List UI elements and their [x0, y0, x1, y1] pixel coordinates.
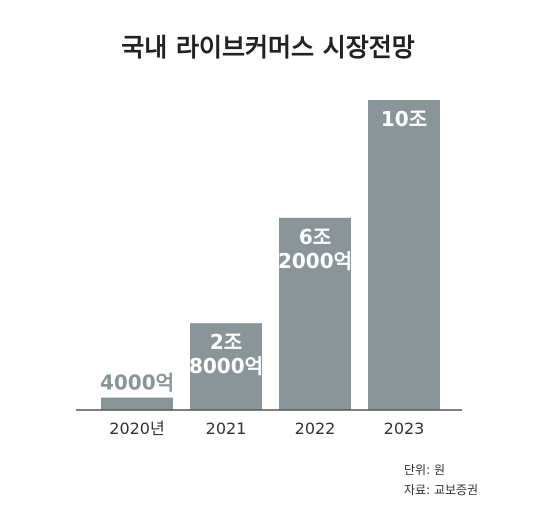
x-tick-label: 2020년 — [109, 419, 164, 438]
x-tick-labels: 2020년 2021 2022 2023 — [109, 419, 424, 438]
unit-note: 단위: 원 — [404, 463, 445, 477]
bar-2020년 — [101, 397, 173, 410]
bar-data-label: 10조 — [381, 107, 427, 131]
x-tick-label: 2023 — [384, 419, 425, 438]
chart-title: 국내 라이브커머스 시장전망 — [121, 33, 414, 62]
bar-data-label: 2000억 — [278, 249, 352, 273]
bar-data-label: 4000억 — [100, 371, 174, 395]
bar-data-label: 8000억 — [189, 354, 263, 378]
x-tick-label: 2022 — [295, 419, 336, 438]
bar-2021 — [190, 323, 262, 410]
bar-data-label: 2조 — [210, 330, 242, 354]
bar-2022 — [279, 217, 351, 410]
x-tick-label: 2021 — [206, 419, 247, 438]
bar-data-label: 6조 — [299, 225, 331, 249]
bar-2023 — [368, 100, 440, 410]
source-note: 자료: 교보증권 — [404, 483, 478, 497]
